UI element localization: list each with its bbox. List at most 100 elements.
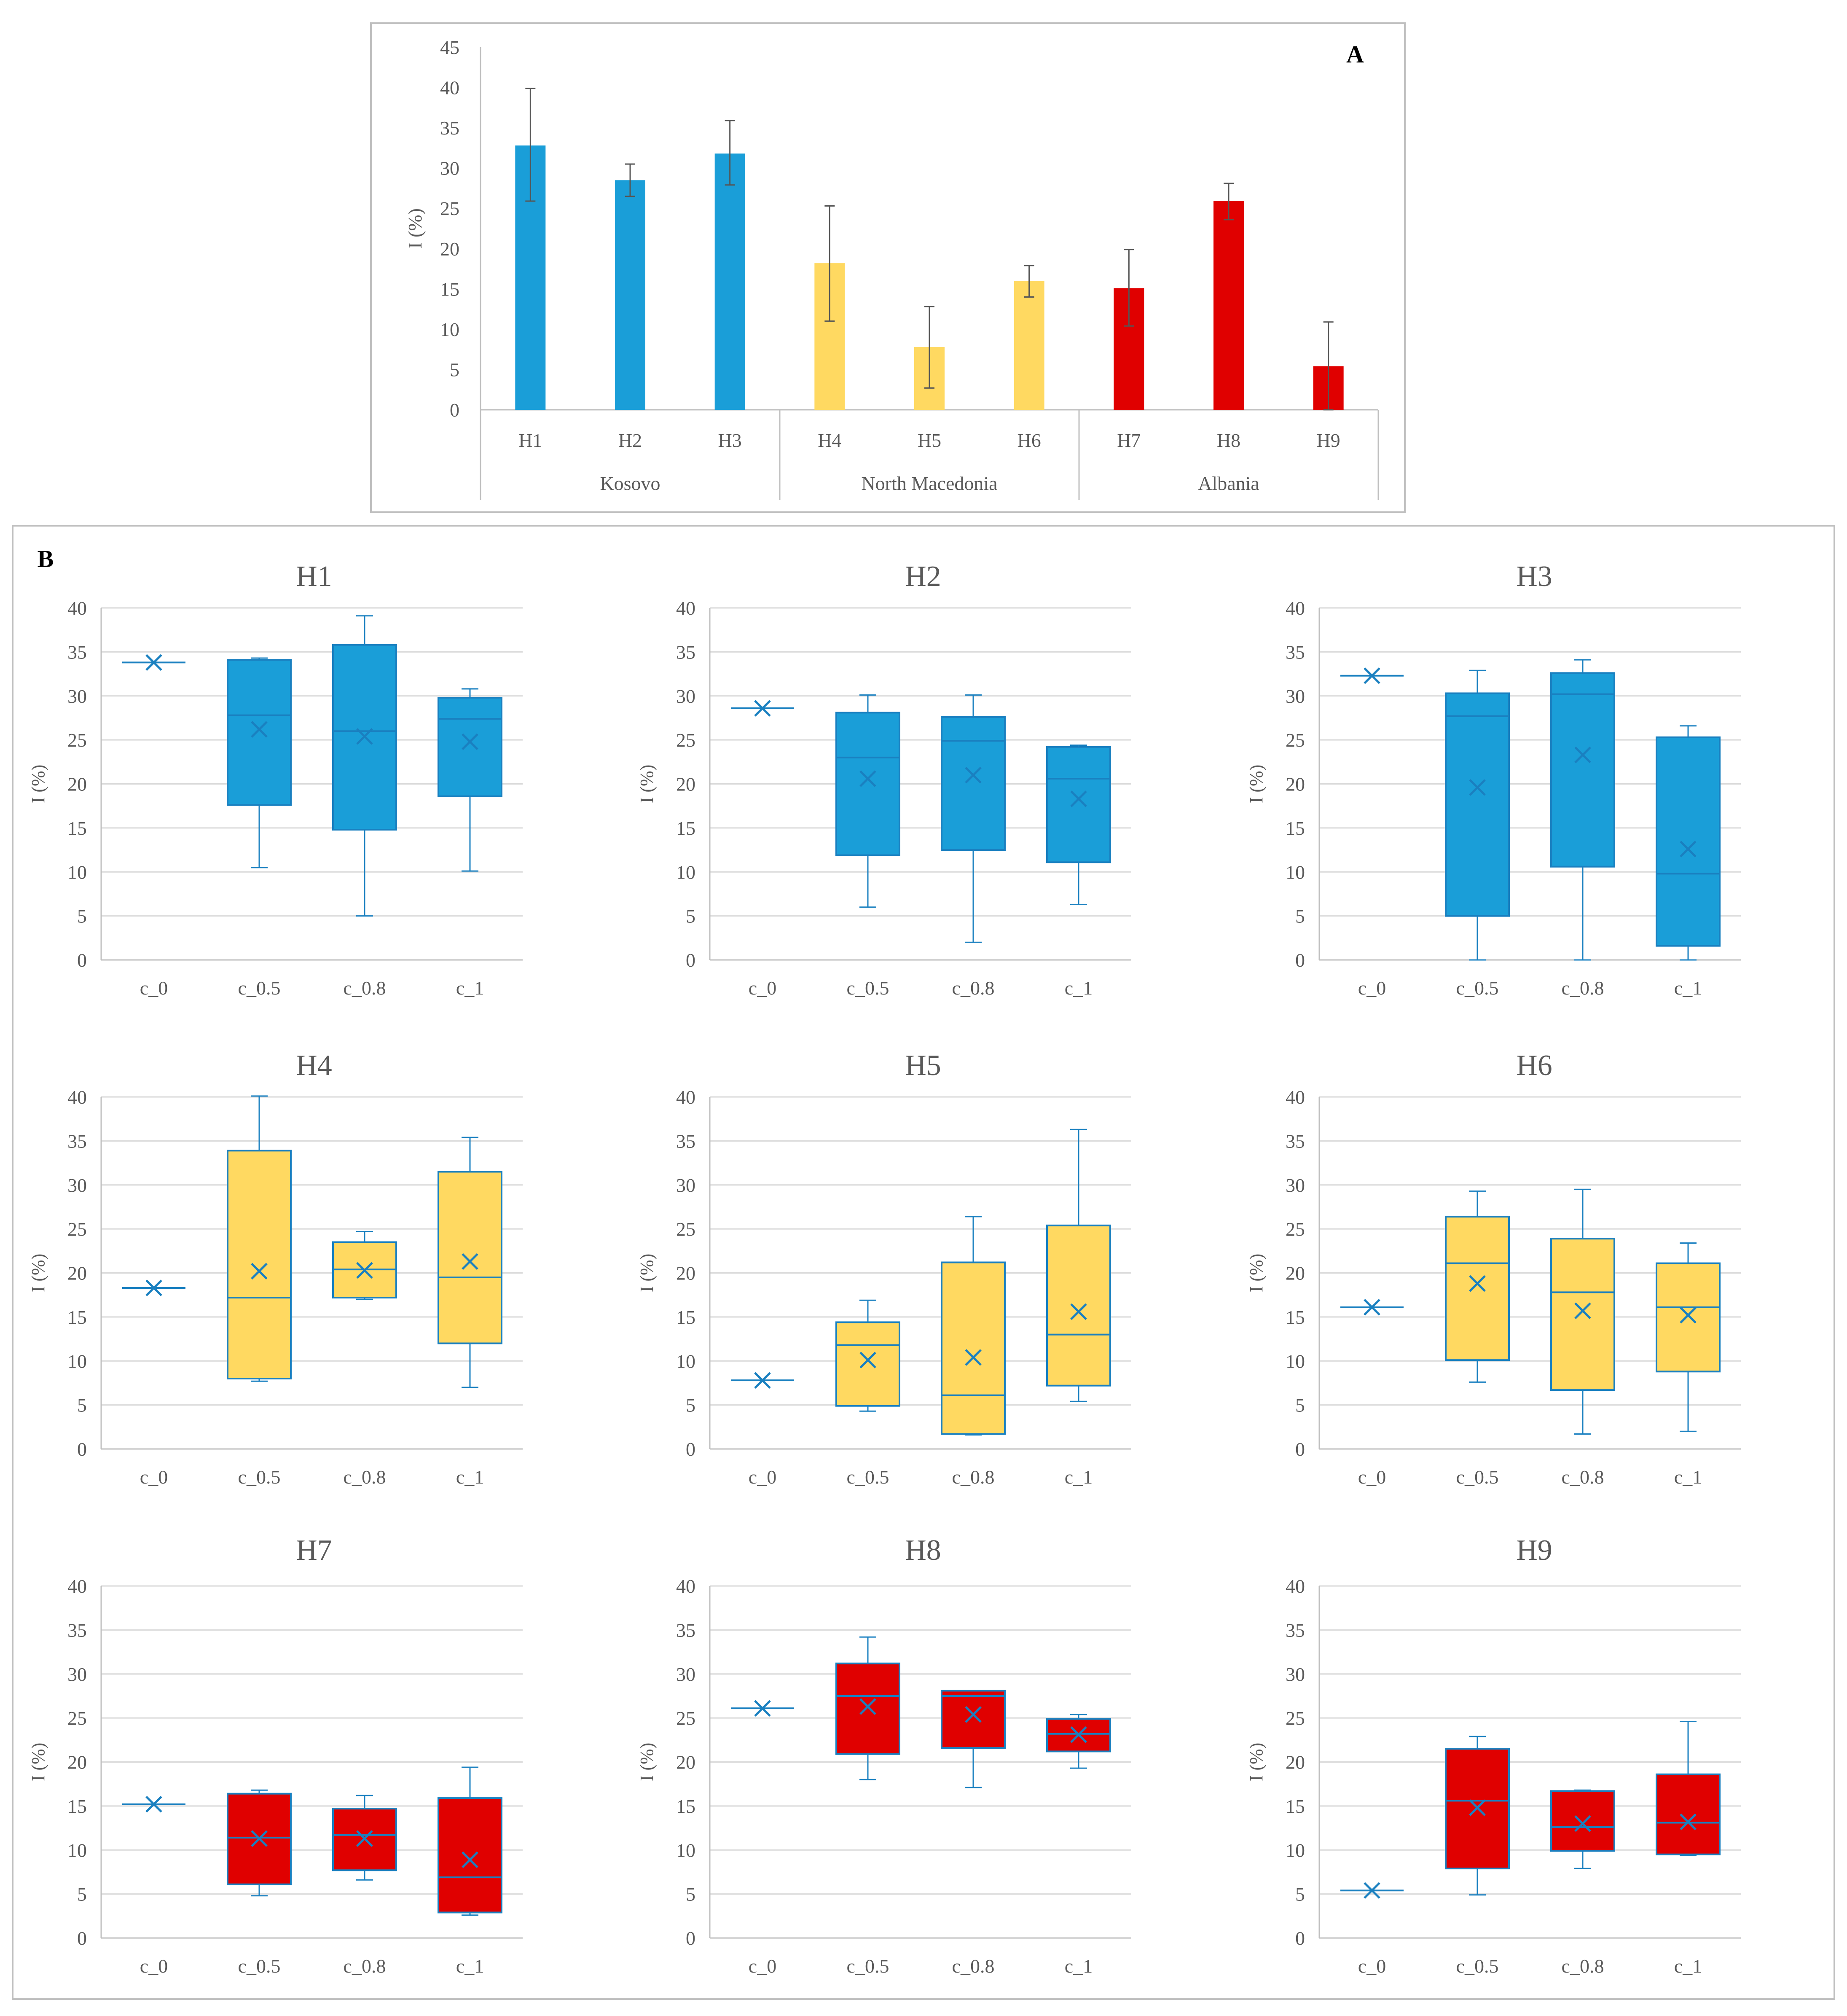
y-tick-label: 5 [686,1395,695,1416]
mean-marker [1469,779,1486,796]
box-plot-h2: H2 0 5 10 15 20 25 30 35 40 I (%) c_0 c_0.5 c_0.8 c_1 [636,560,1131,999]
box-plot-h5: H5 0 5 10 15 20 25 30 35 40 I (%) c_0 c_0.5 c_0.8 c_1 [636,1049,1131,1488]
panel-b-label: B [38,545,54,573]
mean-marker [356,1262,373,1279]
plot-title: H1 [296,560,332,593]
x-tick-label: c_0 [140,977,168,999]
panel-b-box-plots: H1 0 5 10 15 20 25 30 35 40 I (%) c_0 c_0.5 c_0.8 c_1 H… [28,560,1741,1977]
y-tick-label: 40 [67,597,87,619]
x-tick-label: H5 [918,430,941,451]
mean-marker [145,1796,162,1813]
box-plot-h3: H3 0 5 10 15 20 25 30 35 40 I (%) c_0 c_0.5 c_0.8 c_1 [1246,560,1741,999]
mean-marker [1070,1726,1087,1743]
mean-marker [965,1349,982,1366]
bar-h8 [1213,201,1244,410]
bar-h3 [714,153,745,410]
y-tick-label: 20 [440,238,459,260]
y-tick-label: 5 [686,1884,695,1905]
box-plot-h4: H4 0 5 10 15 20 25 30 35 40 I (%) c_0 c_0.5 c_0.8 c_1 [28,1049,523,1488]
mean-marker [462,1851,478,1868]
x-tick-label: c_1 [1065,977,1093,999]
x-tick-label: c_1 [456,1466,484,1488]
y-axis-label: I (%) [28,765,48,804]
y-tick-label: 25 [676,1707,695,1729]
x-tick-label: c_1 [1674,1955,1702,1977]
y-tick-label: 15 [676,817,695,839]
y-tick-label: 10 [1286,1350,1305,1372]
y-tick-label: 25 [67,1707,87,1729]
x-tick-label: c_1 [1065,1466,1093,1488]
y-tick-label: 10 [676,1350,695,1372]
mean-marker [462,1253,478,1270]
box-iqr [438,1171,502,1344]
plot-title: H8 [905,1534,941,1567]
x-tick-label: c_1 [456,977,484,999]
y-axis-label: I (%) [1246,1743,1267,1782]
y-tick-label: 15 [440,278,459,300]
y-tick-label: 0 [686,1927,695,1949]
y-axis-label: I (%) [1246,1254,1267,1293]
y-tick-label: 0 [686,1438,695,1460]
y-tick-label: 10 [1286,861,1305,883]
x-tick-label: c_0 [1358,1466,1386,1488]
y-tick-label: 35 [67,641,87,663]
mean-marker [1364,1882,1380,1899]
y-tick-label: 10 [67,1839,87,1861]
x-tick-label: H3 [718,430,742,451]
box-plot-h8: H8 0 5 10 15 20 25 30 35 40 I (%) c_0 c_0.5 c_0.8 c_1 [636,1534,1131,1977]
y-tick-label: 30 [67,1175,87,1196]
x-tick-label: c_0.8 [344,1466,386,1488]
y-tick-label: 5 [77,1395,87,1416]
box-iqr [1656,1262,1721,1373]
x-tick-label: c_0.8 [952,1955,995,1977]
plot-title: H4 [296,1049,332,1082]
y-tick-label: 25 [1286,1707,1305,1729]
mean-marker [145,654,162,671]
y-tick-label: 20 [67,774,87,795]
y-tick-label: 10 [676,861,695,883]
box-iqr [1445,1215,1510,1361]
x-tick-label: c_0.8 [1562,977,1604,999]
y-tick-label: 30 [67,1664,87,1685]
x-tick-label: H7 [1117,430,1141,451]
mean-marker [1070,1303,1087,1320]
x-tick-label: c_0.5 [238,1466,281,1488]
y-tick-label: 25 [676,729,695,751]
y-tick-label: 5 [686,906,695,927]
group-label-kosovo: Kosovo [600,473,660,494]
y-tick-label: 35 [1286,1130,1305,1152]
x-tick-label: H6 [1017,430,1041,451]
y-tick-label: 35 [1286,1619,1305,1641]
x-tick-label: c_0.5 [847,977,889,999]
box-iqr [227,659,292,806]
y-tick-label: 40 [676,1575,695,1597]
y-tick-label: 0 [686,949,695,971]
y-tick-label: 30 [1286,1175,1305,1196]
y-tick-label: 10 [67,861,87,883]
y-tick-label: 45 [440,37,459,58]
y-tick-label: 0 [1295,1927,1305,1949]
y-tick-label: 40 [1286,1575,1305,1597]
mean-marker [1680,1813,1697,1831]
mean-marker [965,766,982,784]
mean-marker [1574,746,1591,763]
x-tick-label: H4 [818,430,841,451]
box-iqr [1550,1238,1615,1391]
y-axis-label: I (%) [404,208,426,249]
mean-marker [859,1352,876,1368]
y-tick-label: 40 [676,597,695,619]
mean-marker [1469,1275,1486,1292]
y-tick-label: 25 [67,1218,87,1240]
y-tick-label: 35 [67,1130,87,1152]
y-tick-label: 15 [1286,1796,1305,1817]
panel-a-frame [370,22,1406,513]
x-tick-label: c_0 [140,1955,168,1977]
mean-marker [1574,1815,1591,1832]
box-iqr [438,1797,502,1914]
y-tick-label: 20 [1286,1752,1305,1773]
plot-title: H7 [296,1534,332,1567]
mean-marker [1574,1302,1591,1320]
y-tick-label: 30 [676,1175,695,1196]
box-iqr [835,1662,900,1755]
